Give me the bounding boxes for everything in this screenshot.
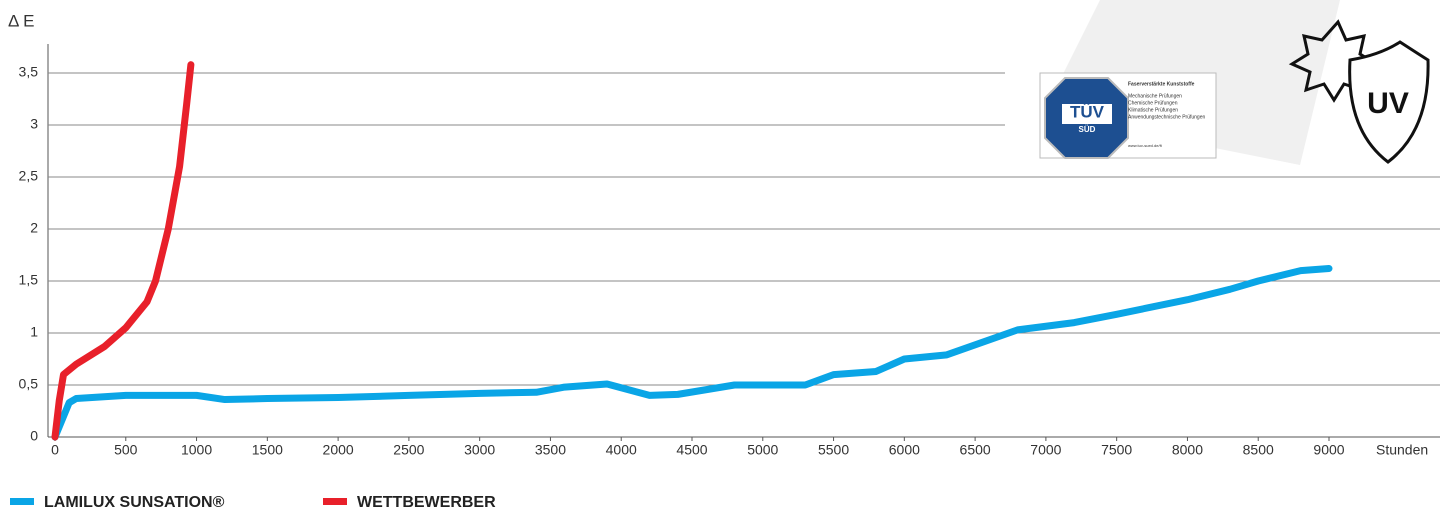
legend-swatch xyxy=(10,498,34,505)
tuv-text: TÜV xyxy=(1070,102,1105,121)
y-tick-label: 2,5 xyxy=(19,168,39,184)
y-tick-label: 0,5 xyxy=(19,376,39,392)
y-tick-label: 1 xyxy=(30,324,38,340)
x-tick-label: 6500 xyxy=(960,442,991,458)
x-tick-label: 6000 xyxy=(889,442,920,458)
x-tick-label: 5500 xyxy=(818,442,849,458)
x-tick-label: 1000 xyxy=(181,442,212,458)
y-tick-label: 2 xyxy=(30,220,38,236)
cert-url: www.tuv-sued.de/ft xyxy=(1128,143,1163,148)
x-tick-label: 0 xyxy=(51,442,59,458)
legend-label: LAMILUX SUNSATION® xyxy=(44,494,225,511)
y-tick-label: 3,5 xyxy=(19,64,39,80)
x-tick-label: 5000 xyxy=(747,442,778,458)
y-axis-label: Δ E xyxy=(8,11,34,30)
x-tick-label: 1500 xyxy=(252,442,283,458)
tuv-badge: TÜV SÜD Faserverstärkte Kunststoffe Mech… xyxy=(1039,72,1217,159)
x-tick-label: 7000 xyxy=(1030,442,1061,458)
cert-item: Klimatische Prüfungen xyxy=(1128,107,1178,113)
sud-text: SÜD xyxy=(1079,125,1096,134)
uv-icon: UV xyxy=(1288,19,1430,164)
x-tick-label: 2000 xyxy=(323,442,354,458)
x-axis-label: Stunden xyxy=(1376,442,1428,458)
x-tick-label: 4000 xyxy=(606,442,637,458)
x-tick-label: 8000 xyxy=(1172,442,1203,458)
legend-label: WETTBEWERBER xyxy=(357,494,496,511)
uv-text: UV xyxy=(1367,87,1409,120)
x-tick-label: 9000 xyxy=(1313,442,1344,458)
y-tick-label: 3 xyxy=(30,116,38,132)
legend-swatch xyxy=(323,498,347,505)
cert-item: Anwendungstechnische Prüfungen xyxy=(1128,114,1205,120)
y-tick-label: 1,5 xyxy=(19,272,39,288)
series-line xyxy=(51,61,195,441)
cert-item: Chemische Prüfungen xyxy=(1128,100,1178,106)
x-tick-label: 4500 xyxy=(676,442,707,458)
x-tick-label: 3500 xyxy=(535,442,566,458)
y-tick-label: 0 xyxy=(30,428,38,444)
cert-title: Faserverstärkte Kunststoffe xyxy=(1128,81,1195,87)
x-tick-label: 500 xyxy=(114,442,138,458)
series-line xyxy=(51,265,1333,441)
x-tick-label: 8500 xyxy=(1243,442,1274,458)
x-tick-label: 3000 xyxy=(464,442,495,458)
x-tick-label: 7500 xyxy=(1101,442,1132,458)
x-tick-label: 2500 xyxy=(393,442,424,458)
cert-item: Mechanische Prüfungen xyxy=(1128,93,1182,99)
